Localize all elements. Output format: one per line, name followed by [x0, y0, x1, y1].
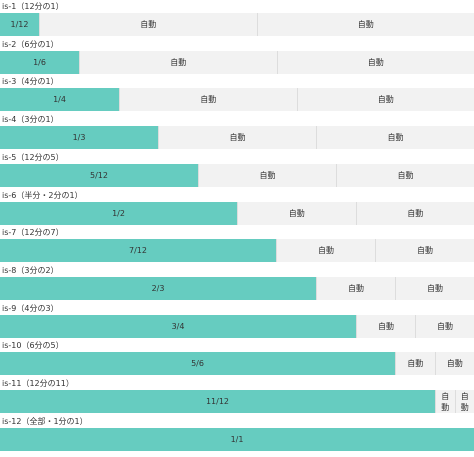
column-demo-label: is-11（12分の11）: [2, 379, 74, 388]
fixed-column: 5/12: [0, 163, 198, 187]
column-row: 5/6 自動 自動: [0, 352, 474, 376]
fixed-column: 1/12: [0, 13, 39, 36]
auto-column: 自動: [158, 126, 316, 150]
column-demo-label: is-1（12分の1）: [2, 2, 64, 11]
column-row: 1/1: [0, 427, 474, 451]
column-row: 5/12 自動 自動: [0, 163, 474, 187]
fixed-column: 3/4: [0, 314, 356, 338]
auto-column: 自動: [276, 239, 375, 263]
auto-column: 自動: [435, 390, 455, 413]
column-demo-label: is-6（半分・2分の1）: [2, 190, 83, 200]
fixed-column: 1/6: [0, 50, 79, 74]
auto-column: 自動: [276, 50, 474, 74]
auto-column: 自動: [395, 276, 474, 300]
column-demo-label: is-2（6分の1）: [2, 39, 59, 49]
auto-column: 自動: [395, 352, 435, 376]
fixed-column: 1/2: [0, 201, 237, 225]
column-demo-label: is-4（3分の1）: [2, 115, 59, 125]
auto-column: 自動: [198, 163, 336, 187]
column-row: 11/12 自動 自動: [0, 390, 474, 413]
auto-column: 自動: [336, 163, 474, 187]
column-demo-label: is-5（12分の5）: [2, 152, 64, 162]
column-demo-label: is-9（4分の3）: [2, 303, 59, 313]
column-demo-label: is-7（12分の7）: [2, 228, 64, 238]
column-demo-label: is-12（全部・1分の1）: [2, 416, 88, 426]
column-demo-section: is-9（4分の3） 3/4 自動 自動: [0, 303, 474, 338]
column-demo-section: is-8（3分の2） 2/3 自動 自動: [0, 265, 474, 300]
fixed-column: 1/1: [0, 427, 474, 451]
auto-column: 自動: [316, 126, 474, 150]
column-demo-label: is-10（6分の5）: [2, 341, 64, 351]
fixed-column: 1/3: [0, 126, 158, 150]
column-demo-section: is-10（6分の5） 5/6 自動 自動: [0, 340, 474, 376]
column-demo-section: is-6（半分・2分の1） 1/2 自動 自動: [0, 190, 474, 225]
auto-column: 自動: [415, 314, 474, 338]
column-demo-section: is-2（6分の1） 1/6 自動 自動: [0, 39, 474, 74]
column-demo-section: is-7（12分の7） 7/12 自動 自動: [0, 227, 474, 263]
auto-column: 自動: [316, 276, 395, 300]
column-demo-label: is-8（3分の2）: [2, 265, 59, 275]
auto-column: 自動: [79, 50, 277, 74]
column-row: 1/12 自動 自動: [0, 13, 474, 36]
column-demo-label: is-3（4分の1）: [2, 77, 59, 87]
fixed-column: 5/6: [0, 352, 395, 376]
column-row: 1/4 自動 自動: [0, 88, 474, 112]
fixed-column: 2/3: [0, 276, 316, 300]
column-row: 1/2 自動 自動: [0, 201, 474, 225]
column-row: 3/4 自動 自動: [0, 314, 474, 338]
fixed-column: 11/12: [0, 390, 435, 413]
auto-column: 自動: [375, 239, 474, 263]
column-row: 1/3 自動 自動: [0, 126, 474, 150]
auto-column: 自動: [454, 390, 474, 413]
column-demo-section: is-3（4分の1） 1/4 自動 自動: [0, 76, 474, 112]
fixed-column: 7/12: [0, 239, 276, 263]
auto-column: 自動: [119, 88, 297, 112]
column-demo-section: is-5（12分の5） 5/12 自動 自動: [0, 152, 474, 187]
column-demo-section: is-12（全部・1分の1） 1/1: [0, 416, 474, 451]
auto-column: 自動: [237, 201, 356, 225]
column-demo-section: is-1（12分の1） 1/12 自動 自動: [0, 1, 474, 36]
auto-column: 自動: [356, 314, 415, 338]
fixed-column: 1/4: [0, 88, 119, 112]
auto-column: 自動: [355, 201, 474, 225]
auto-column: 自動: [256, 13, 474, 36]
auto-column: 自動: [39, 13, 257, 36]
auto-column: 自動: [296, 88, 474, 112]
auto-column: 自動: [434, 352, 474, 376]
column-row: 1/6 自動 自動: [0, 50, 474, 74]
column-row: 2/3 自動 自動: [0, 276, 474, 300]
column-demo-section: is-4（3分の1） 1/3 自動 自動: [0, 114, 474, 150]
column-row: 7/12 自動 自動: [0, 239, 474, 263]
column-demo-section: is-11（12分の11） 11/12 自動 自動: [0, 378, 474, 413]
